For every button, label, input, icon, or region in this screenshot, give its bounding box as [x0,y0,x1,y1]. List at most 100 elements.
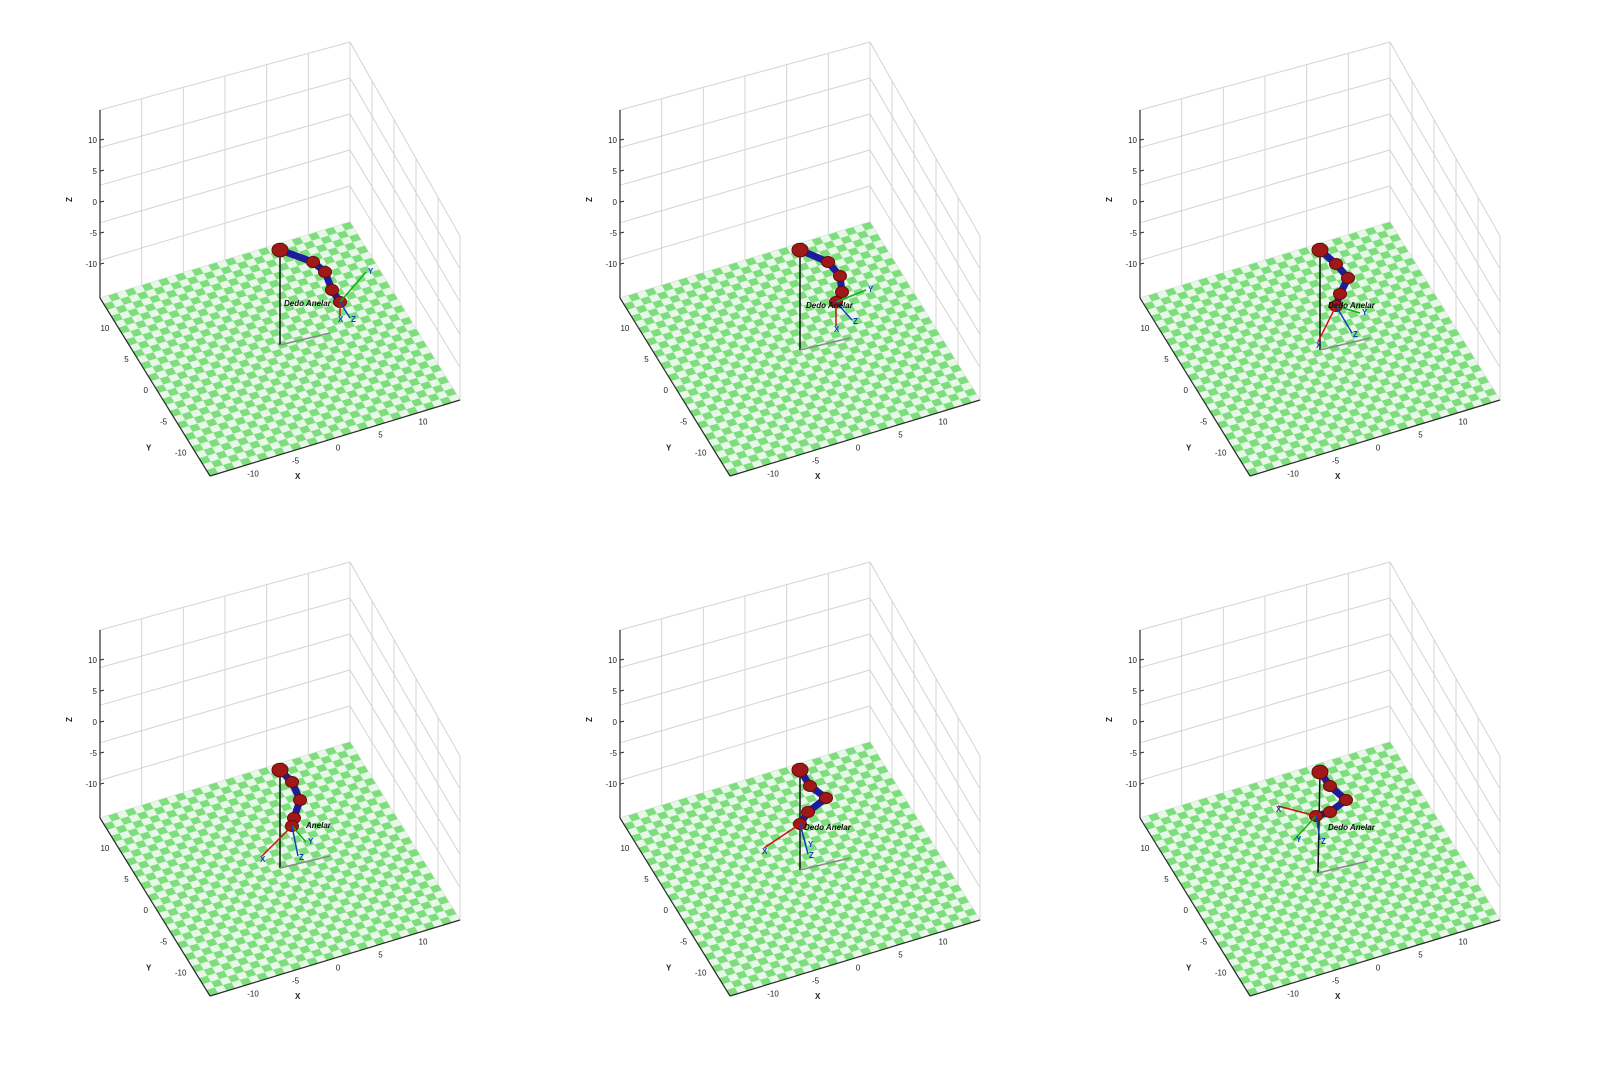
grid-line [1139,597,1391,669]
z-tick [99,720,105,723]
y-axis-line [1139,817,1251,997]
end-effector-frame: XYZ [762,823,814,860]
y-tick-label: -10 [1215,969,1227,978]
z-tick-label: 10 [1128,656,1137,665]
grid-line [1139,149,1391,224]
frame-z-arrow [339,301,351,319]
robot-shadow [1317,860,1369,874]
grid-line [1389,705,1501,888]
z-tick [1139,200,1145,203]
robot-joint [318,265,332,279]
z-tick [619,169,625,172]
y-tick-label: 0 [1183,386,1188,395]
x-axis-label: X [295,472,301,481]
z-tick-label: 0 [1133,718,1138,727]
grid-line [99,41,351,111]
z-axis-label: Z [65,717,74,722]
z-tick [99,658,105,661]
z-tick [1139,782,1145,785]
x-tick-label: 10 [939,418,948,427]
y-tick-label: -5 [1200,417,1208,426]
x-axis-label: X [1335,472,1341,481]
z-tick [99,169,105,172]
grid-line [1389,185,1501,368]
frame-z-label: Z [1321,837,1326,846]
x-tick-label: -5 [292,976,300,985]
z-axis-label: Z [585,717,594,722]
y-axis-line [99,297,211,477]
grid-line [619,633,871,706]
grid-line [619,149,871,224]
grid-line [869,705,981,888]
z-tick-label: 10 [608,136,617,145]
x-tick-label: 5 [1418,951,1423,960]
frame-x-label: X [762,847,768,856]
x-tick-label: 10 [419,938,428,947]
x-tick-label: 10 [939,938,948,947]
x-tick-label: -5 [812,456,820,465]
x-tick-label: -10 [1287,469,1299,478]
z-tick [1139,658,1145,661]
x-tick-label: 5 [378,431,383,440]
z-axis-label: Z [1105,717,1114,722]
x-axis-label: X [295,992,301,1001]
grid-line [1389,561,1501,757]
y-tick-label: 0 [143,906,148,915]
z-tick [1139,231,1145,234]
x-tick-label: 0 [1376,963,1381,972]
grid-line [1139,633,1391,706]
grid-line [1139,41,1391,111]
grid-line [619,77,871,149]
z-tick [1139,138,1145,141]
x-tick-label: 5 [898,431,903,440]
robot-name-label: Dedo Anelar [806,301,854,310]
x-tick-label: 0 [336,963,341,972]
y-axis-line [99,817,211,997]
y-tick-label: 0 [663,386,668,395]
z-tick [1139,262,1145,265]
z-axis-label: Z [1105,197,1114,202]
grid-walls [99,561,461,921]
frame-x-label: X [1316,341,1322,350]
x-tick-label: 5 [1418,431,1423,440]
y-axis-label: Y [1186,963,1192,972]
grid-line [1389,41,1501,237]
y-axis-label: Y [666,963,672,972]
grid-line [1139,669,1391,744]
y-tick-label: 0 [663,906,668,915]
end-effector-frame: XYZ [1316,305,1368,350]
x-tick-label: -5 [292,456,300,465]
frame-z-label: Z [299,853,304,862]
x-tick-label: 5 [898,951,903,960]
grid-line [1139,77,1391,149]
x-tick-label: 0 [1376,443,1381,452]
y-axis-label: Y [146,963,152,972]
frame-y-arrow [291,825,307,843]
z-tick-label: 5 [1133,687,1138,696]
x-tick-label: -5 [812,976,820,985]
grid-line [869,113,981,302]
y-tick-label: 5 [644,355,649,364]
y-tick-label: 5 [124,875,129,884]
y-tick-label: -10 [175,449,187,458]
z-tick [99,262,105,265]
grid-line [349,41,461,237]
x-tick-label: -10 [767,989,779,998]
y-tick-label: 10 [620,844,629,853]
robot-joint [1329,257,1343,271]
x-axis-line [729,919,981,997]
z-tick-label: -5 [1130,749,1138,758]
z-tick [1139,169,1145,172]
panel-1: -10 -5 0 5 10 Z 10 5 0 -5 -10 Y -10 -5 0 5 10 X X Y Z Dedo An… [65,41,461,481]
z-tick-label: 5 [1133,167,1138,176]
y-axis-line [619,817,731,997]
frame-x-label: X [260,855,266,864]
frame-x-arrow [763,823,801,849]
frame-z-arrow [291,825,299,857]
y-tick-label: -5 [160,417,168,426]
x-tick-label: -5 [1332,976,1340,985]
grid-line [1389,669,1501,855]
robot-name-label: Anelar [305,821,332,830]
y-tick-label: -5 [160,937,168,946]
